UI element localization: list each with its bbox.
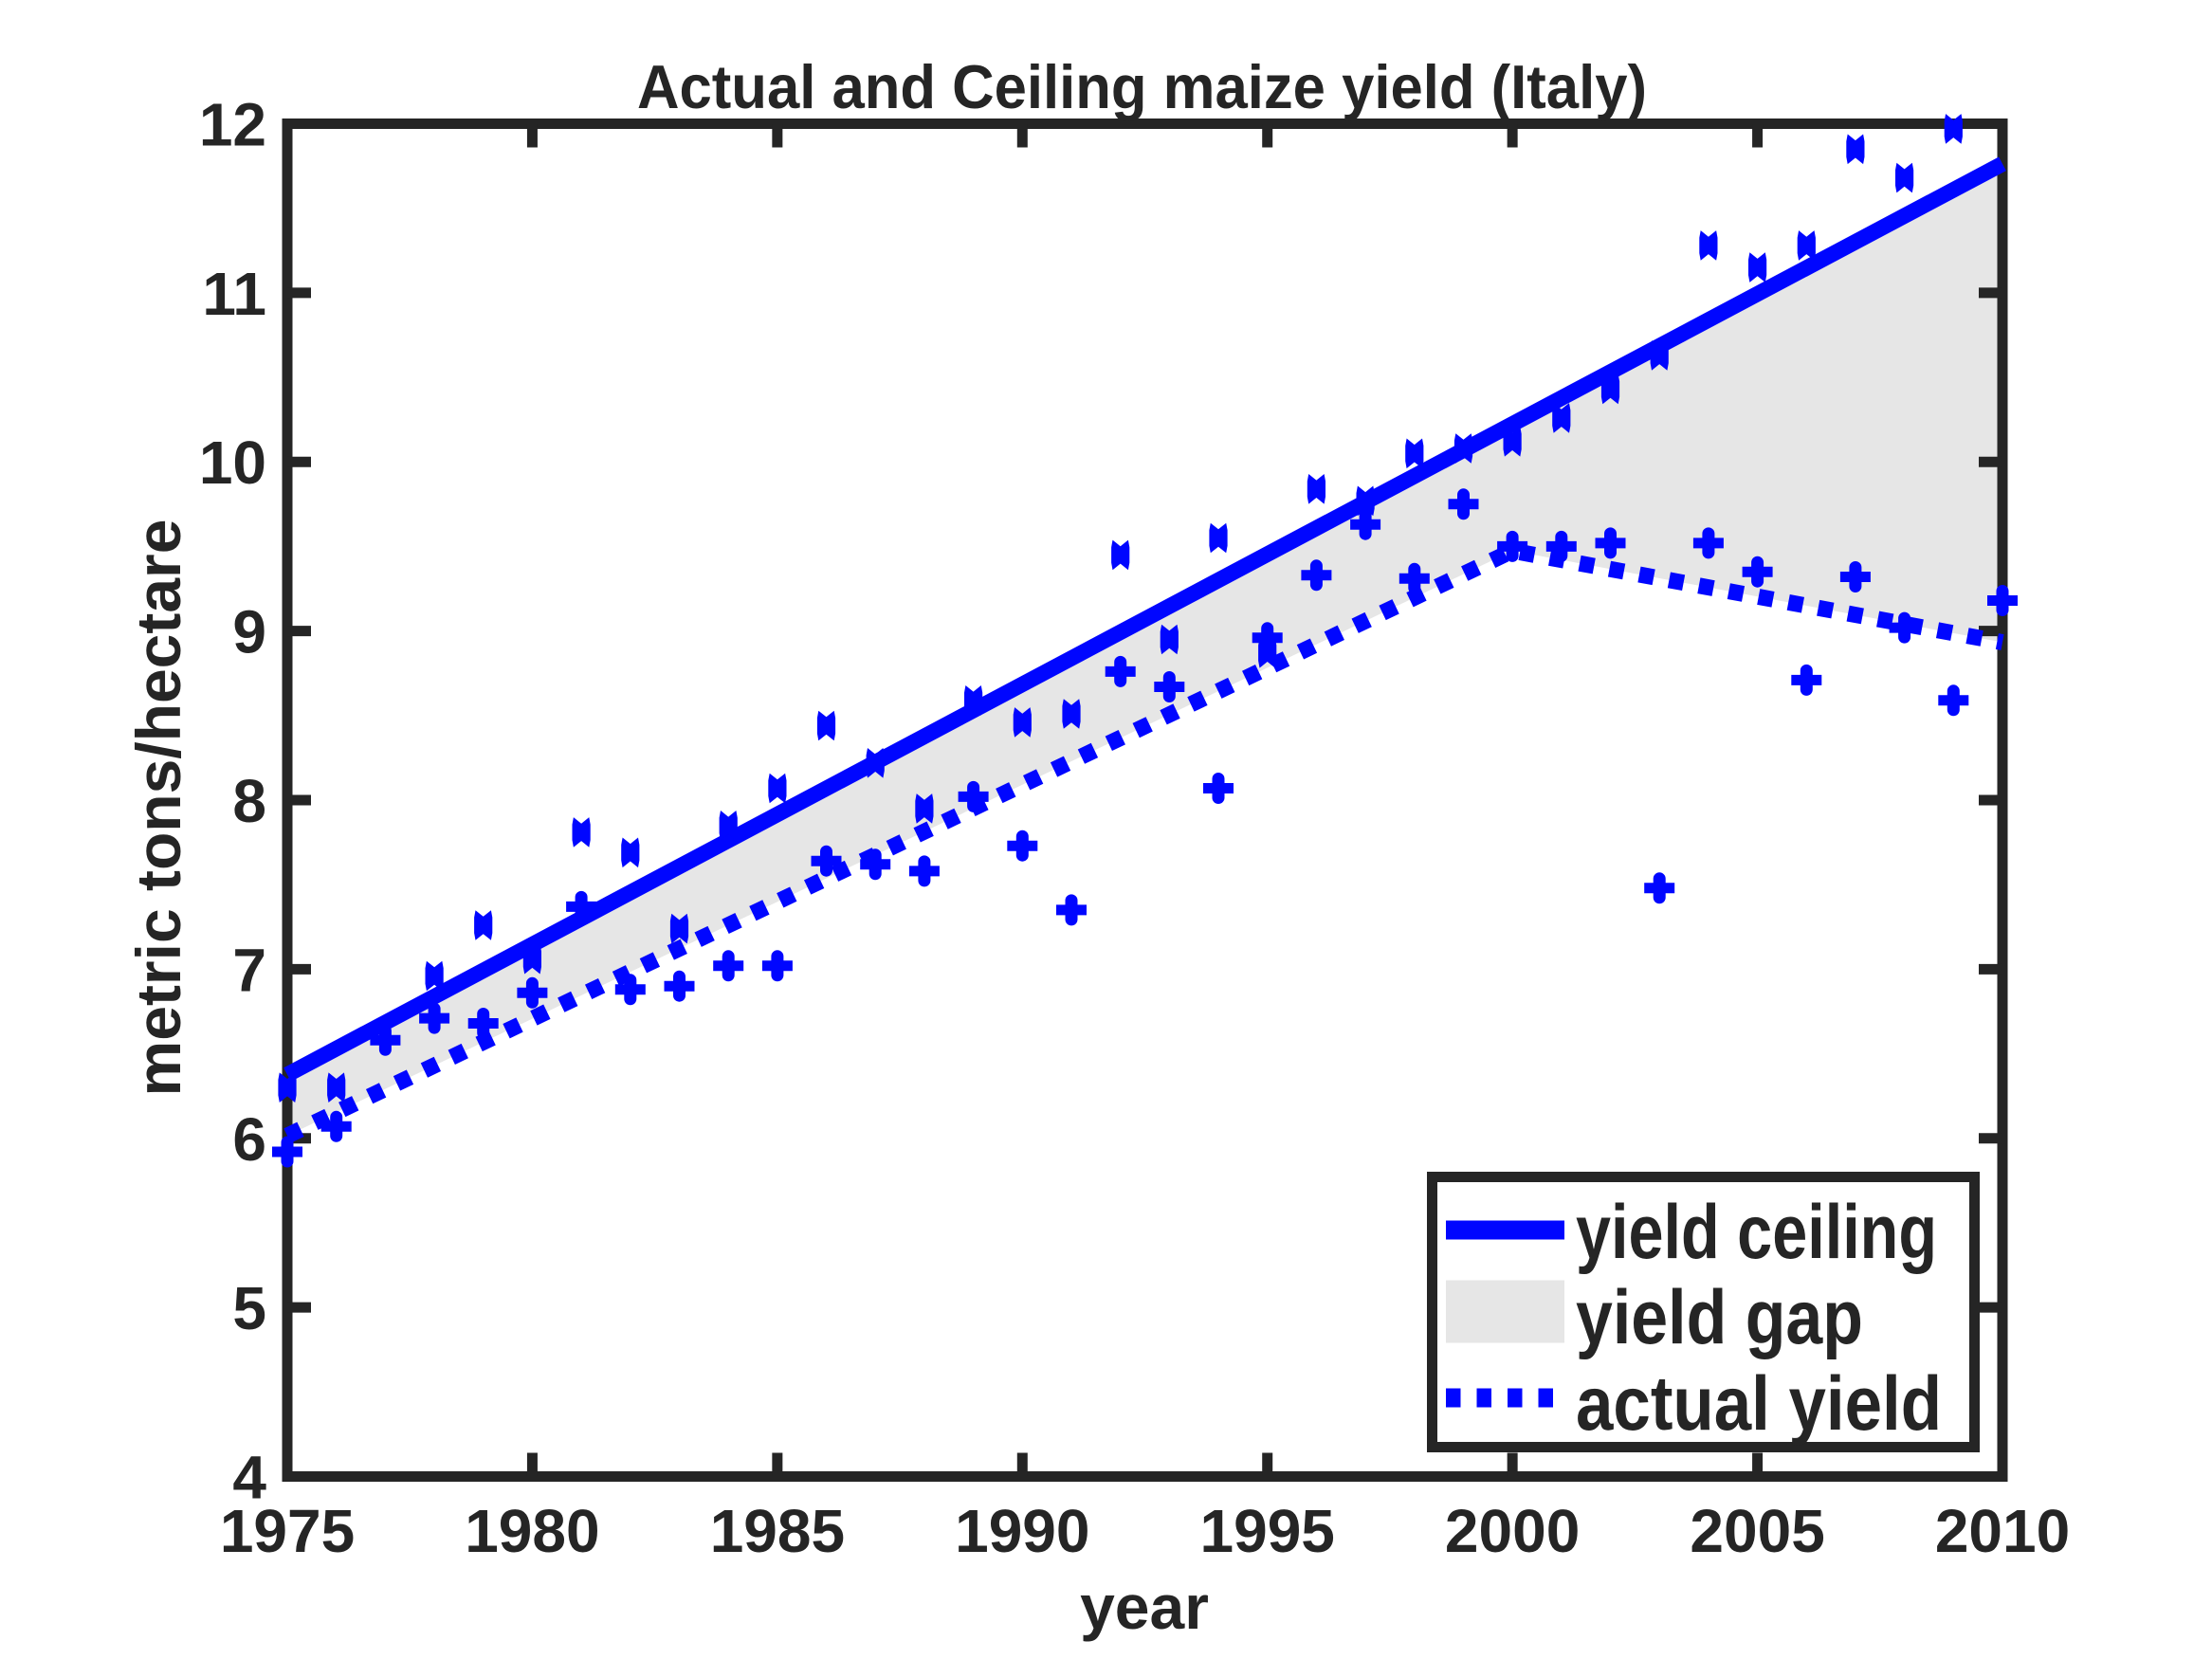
svg-text:year: year bbox=[1080, 1572, 1209, 1642]
svg-text:1975: 1975 bbox=[220, 1497, 355, 1565]
svg-text:7: 7 bbox=[232, 936, 266, 1004]
svg-text:Actual and Ceiling maize yield: Actual and Ceiling maize yield (Italy) bbox=[637, 52, 1647, 121]
svg-text:2005: 2005 bbox=[1690, 1497, 1824, 1565]
svg-text:yield ceiling: yield ceiling bbox=[1576, 1190, 1937, 1275]
svg-text:1985: 1985 bbox=[710, 1497, 845, 1565]
svg-text:1980: 1980 bbox=[465, 1497, 599, 1565]
svg-text:1990: 1990 bbox=[955, 1497, 1089, 1565]
svg-text:yield gap: yield gap bbox=[1576, 1275, 1863, 1360]
svg-text:actual yield: actual yield bbox=[1576, 1361, 1942, 1447]
svg-text:metric tons/hectare: metric tons/hectare bbox=[123, 520, 193, 1097]
svg-text:11: 11 bbox=[202, 260, 266, 328]
svg-text:9: 9 bbox=[232, 598, 266, 666]
svg-text:12: 12 bbox=[199, 91, 266, 159]
svg-text:2000: 2000 bbox=[1445, 1497, 1580, 1565]
svg-text:5: 5 bbox=[232, 1274, 266, 1342]
svg-text:2010: 2010 bbox=[1935, 1497, 2070, 1565]
svg-text:10: 10 bbox=[199, 428, 266, 497]
svg-text:6: 6 bbox=[232, 1105, 266, 1174]
svg-text:8: 8 bbox=[232, 767, 266, 835]
svg-text:1995: 1995 bbox=[1200, 1497, 1335, 1565]
svg-text:4: 4 bbox=[232, 1444, 266, 1512]
